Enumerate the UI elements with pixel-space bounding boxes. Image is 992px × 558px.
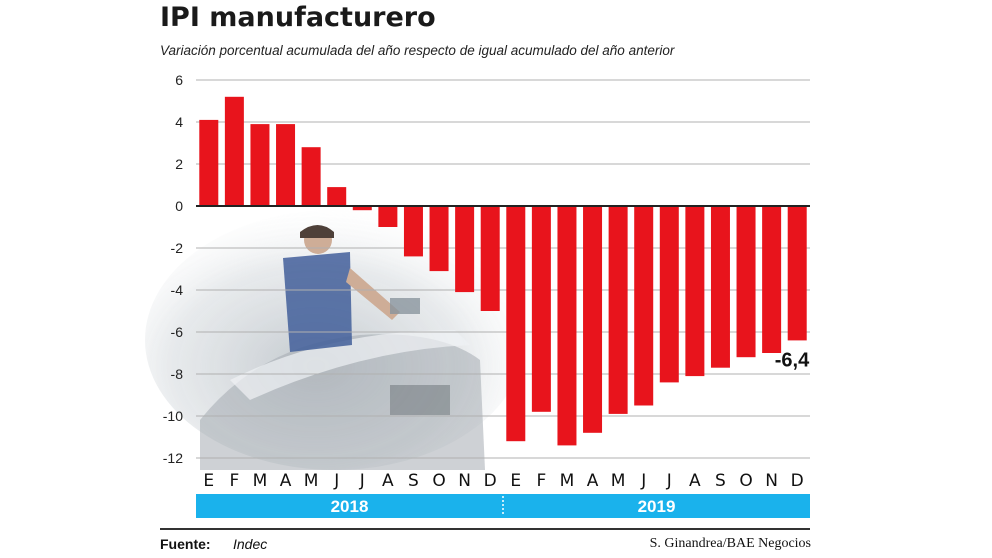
bar: [634, 206, 654, 406]
x-tick-label: O: [739, 471, 752, 491]
x-tick-label: M: [611, 471, 626, 491]
bar: [199, 119, 219, 206]
y-tick-label: -2: [171, 240, 184, 256]
x-tick-label: J: [666, 471, 672, 491]
bar: [710, 206, 730, 368]
bar: [250, 124, 270, 206]
bar: [403, 206, 423, 257]
bar: [224, 96, 244, 206]
x-tick-label: M: [253, 471, 268, 491]
x-tick-label: D: [484, 471, 497, 491]
x-tick-label: D: [791, 471, 804, 491]
bar: [352, 206, 372, 211]
bar: [455, 206, 475, 293]
bar: [506, 206, 526, 442]
x-tick-label: J: [359, 471, 365, 491]
x-tick-label: S: [715, 471, 726, 491]
y-tick-label: 2: [175, 156, 183, 172]
x-tick-label: F: [229, 471, 239, 491]
bar: [583, 206, 603, 433]
chart-title: IPI manufacturero: [160, 2, 436, 33]
chart-subtitle: Variación porcentual acumulada del año r…: [160, 43, 675, 58]
y-tick-label: -8: [171, 366, 184, 382]
source-label: Fuente:: [160, 536, 211, 552]
y-tick-label: 6: [175, 72, 183, 88]
y-tick-label: -6: [171, 324, 184, 340]
bar: [659, 206, 679, 383]
y-tick-label: 0: [175, 198, 183, 214]
x-tick-label: J: [640, 471, 646, 491]
bar: [685, 206, 705, 377]
data-label: -6,4: [775, 349, 810, 371]
y-tick-label: -12: [163, 450, 183, 466]
bar: [531, 206, 551, 412]
bar: [787, 206, 807, 341]
worker-photo: [145, 210, 525, 470]
bar: [762, 206, 782, 353]
credit-text: S. Ginandrea/BAE Negocios: [649, 536, 811, 551]
year-label: 2019: [638, 497, 676, 516]
bar: [276, 124, 296, 206]
year-label: 2018: [331, 497, 369, 516]
x-tick-label: J: [333, 471, 339, 491]
bar: [301, 147, 321, 206]
x-tick-label: E: [510, 471, 521, 491]
x-tick-label: S: [408, 471, 419, 491]
x-tick-label: M: [560, 471, 575, 491]
bar: [378, 206, 398, 227]
x-tick-label: A: [587, 471, 599, 491]
x-tick-label: N: [458, 471, 471, 491]
bar: [736, 206, 756, 358]
y-tick-label: 4: [175, 114, 183, 130]
y-tick-label: -10: [163, 408, 183, 424]
bar: [480, 206, 500, 311]
footer-divider: [160, 528, 810, 530]
x-tick-label: A: [382, 471, 394, 491]
x-tick-label: E: [203, 471, 214, 491]
bar: [608, 206, 628, 414]
bar: [429, 206, 449, 272]
x-tick-label: M: [304, 471, 319, 491]
source-value: Indec: [233, 536, 268, 552]
bar: [327, 187, 347, 206]
x-tick-label: A: [689, 471, 701, 491]
x-tick-label: F: [536, 471, 546, 491]
bar: [557, 206, 577, 446]
x-tick-label: A: [280, 471, 292, 491]
x-tick-label: N: [765, 471, 778, 491]
y-tick-label: -4: [171, 282, 184, 298]
x-tick-label: O: [432, 471, 445, 491]
